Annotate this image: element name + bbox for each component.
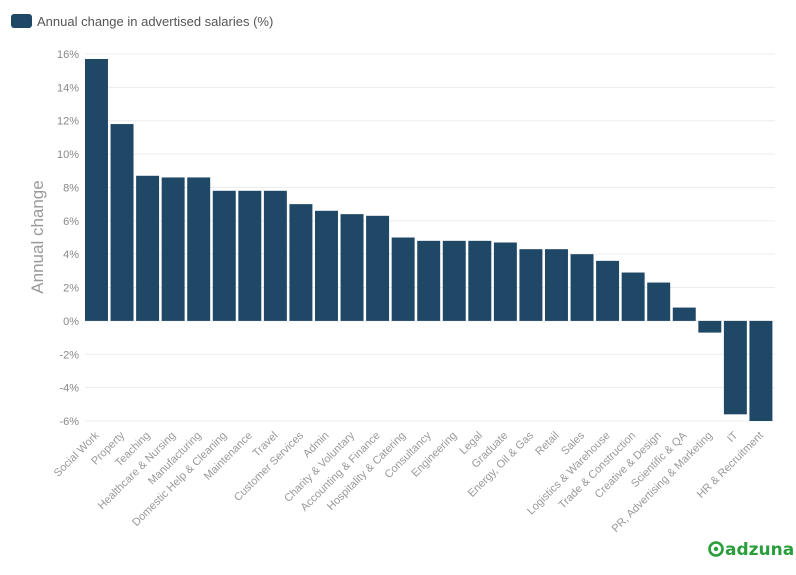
bar[interactable] [621, 272, 645, 321]
bar[interactable] [442, 240, 466, 321]
bar[interactable] [417, 240, 441, 321]
bar[interactable] [672, 307, 696, 321]
legend-label: Annual change in advertised salaries (%) [37, 14, 273, 29]
y-tick-label: 10% [57, 149, 79, 161]
bar[interactable] [187, 177, 211, 321]
bar[interactable] [289, 204, 313, 321]
bar[interactable] [468, 240, 492, 321]
bar[interactable] [212, 190, 236, 321]
bar[interactable] [238, 190, 262, 321]
y-tick-label: 12% [57, 116, 79, 128]
legend-swatch [11, 14, 32, 28]
bar[interactable] [596, 260, 620, 321]
y-tick-label: -2% [59, 349, 79, 361]
adzuna-logo: adzuna [708, 540, 794, 560]
bar[interactable] [749, 320, 773, 421]
y-tick-label: 4% [63, 249, 79, 261]
y-tick-label: 16% [57, 49, 79, 61]
y-tick-label: 14% [57, 82, 79, 94]
bar[interactable] [723, 320, 747, 415]
brand-name: adzuna [725, 540, 794, 560]
y-axis-title: Annual change [28, 180, 47, 293]
bar[interactable] [161, 177, 185, 321]
y-tick-label: -4% [59, 383, 79, 395]
adzuna-logo-icon [708, 541, 724, 557]
bar[interactable] [570, 254, 594, 321]
x-tick-label: IT [725, 429, 741, 445]
bar[interactable] [85, 59, 108, 321]
bar[interactable] [698, 320, 722, 333]
x-tick-label: Retail [533, 430, 561, 458]
y-tick-label: 6% [63, 216, 79, 228]
bar[interactable] [366, 215, 390, 321]
bar[interactable] [136, 175, 160, 321]
y-tick-label: 2% [63, 283, 79, 295]
y-tick-label: -6% [59, 416, 79, 428]
bar[interactable] [545, 249, 568, 321]
bar[interactable] [647, 282, 671, 321]
bar[interactable] [340, 214, 364, 321]
bar[interactable] [263, 190, 287, 321]
bar[interactable] [391, 237, 415, 321]
bar[interactable] [315, 210, 338, 321]
bar[interactable] [519, 249, 543, 321]
bar[interactable] [493, 242, 517, 321]
bar[interactable] [110, 124, 134, 321]
y-tick-label: 8% [63, 182, 79, 194]
y-axis-ticks: -6% -4% -2% 0% 2% 4% 6% 8% 10% 12% 14% 16% [57, 49, 79, 428]
y-tick-label: 0% [63, 316, 79, 328]
bars [85, 59, 773, 421]
legend: Annual change in advertised salaries (%) [11, 14, 273, 29]
